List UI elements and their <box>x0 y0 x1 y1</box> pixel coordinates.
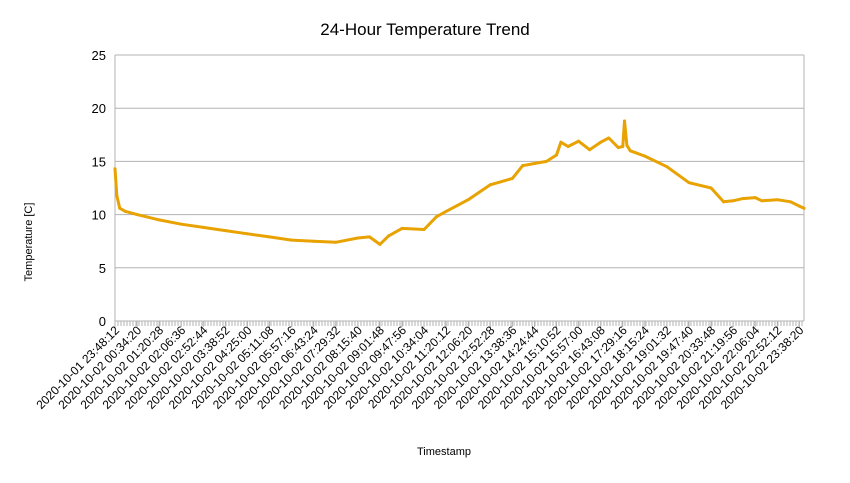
data-point <box>268 235 272 239</box>
data-point <box>802 206 806 210</box>
data-point <box>223 229 227 233</box>
data-point <box>245 232 249 236</box>
data-point <box>616 146 620 150</box>
data-point <box>687 181 691 185</box>
data-point <box>356 236 360 240</box>
data-point <box>599 140 603 144</box>
data-point <box>488 183 492 187</box>
data-point <box>789 200 793 204</box>
data-point <box>760 199 764 203</box>
temperature-line <box>113 119 806 246</box>
data-point <box>510 176 514 180</box>
y-tick-label: 15 <box>92 154 106 169</box>
y-axis-title: Temperature [C] <box>23 203 35 282</box>
data-point <box>157 218 161 222</box>
data-point <box>290 238 294 242</box>
data-point <box>118 206 122 210</box>
data-point <box>444 209 448 213</box>
data-point <box>422 227 426 231</box>
y-tick-label: 20 <box>92 101 106 116</box>
data-point <box>115 193 119 197</box>
y-tick-label: 0 <box>99 314 106 329</box>
data-point <box>643 154 647 158</box>
data-point <box>532 162 536 166</box>
data-point <box>623 119 627 123</box>
x-axis-title: Timestamp <box>417 446 471 458</box>
y-tick-label: 25 <box>92 48 106 63</box>
data-point <box>665 165 669 169</box>
gridlines <box>114 54 805 326</box>
data-point <box>625 143 629 147</box>
data-point <box>797 204 801 208</box>
data-point <box>731 199 735 203</box>
data-point <box>545 159 549 163</box>
y-axis-ticks: 0 5 10 15 20 25 <box>92 48 106 329</box>
data-point <box>521 164 525 168</box>
data-point <box>577 139 581 143</box>
chart-title: 24-Hour Temperature Trend <box>320 20 529 39</box>
data-point <box>466 198 470 202</box>
data-point <box>387 234 391 238</box>
data-point <box>201 225 205 229</box>
data-point <box>135 213 139 217</box>
data-point <box>607 136 611 140</box>
series <box>113 119 806 246</box>
data-point <box>400 226 404 230</box>
data-point <box>367 235 371 239</box>
data-point <box>434 215 438 219</box>
data-point <box>334 240 338 244</box>
y-tick-label: 10 <box>92 208 106 223</box>
data-point <box>741 197 745 201</box>
data-point <box>123 209 127 213</box>
data-point <box>722 200 726 204</box>
data-point <box>709 186 713 190</box>
data-point <box>566 145 570 149</box>
data-point <box>555 153 559 157</box>
data-point <box>378 242 382 246</box>
data-point <box>559 140 563 144</box>
data-point <box>588 148 592 152</box>
y-tick-label: 5 <box>99 261 106 276</box>
data-point <box>312 239 316 243</box>
data-point <box>113 167 117 171</box>
data-point <box>753 196 757 200</box>
data-point <box>179 222 183 226</box>
data-point <box>628 149 632 153</box>
data-point <box>775 198 779 202</box>
data-point <box>621 145 625 149</box>
